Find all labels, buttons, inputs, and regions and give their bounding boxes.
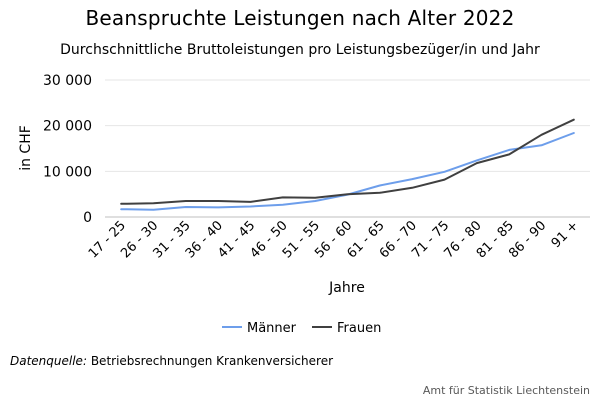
y-tick-label: 10 000 <box>43 164 92 180</box>
series-lines <box>120 118 575 211</box>
y-axis-ticks: 0 10 000 20 000 30 000 <box>43 73 92 226</box>
chart-title: Beanspruchte Leistungen nach Alter 2022 <box>85 6 515 30</box>
legend-label: Männer <box>247 321 297 336</box>
y-tick-label: 0 <box>83 210 92 226</box>
source-label: Datenquelle: <box>10 354 87 368</box>
y-tick-label: 30 000 <box>43 73 92 89</box>
x-tick-label: 91 + <box>549 218 582 251</box>
gridlines <box>105 79 590 218</box>
legend: Männer Frauen <box>222 321 381 336</box>
x-axis-label: Jahre <box>328 280 365 296</box>
source-note: Datenquelle: Betriebsrechnungen Krankenv… <box>10 354 333 368</box>
legend-label: Frauen <box>337 321 381 336</box>
series-line-frauen <box>120 118 575 205</box>
chart-subtitle: Durchschnittliche Bruttoleistungen pro L… <box>60 42 540 58</box>
y-tick-label: 20 000 <box>43 119 92 135</box>
credit: Amt für Statistik Liechtenstein <box>422 384 590 397</box>
source-text: Betriebsrechnungen Krankenversicherer <box>90 354 334 368</box>
y-axis-label: in CHF <box>18 125 34 171</box>
